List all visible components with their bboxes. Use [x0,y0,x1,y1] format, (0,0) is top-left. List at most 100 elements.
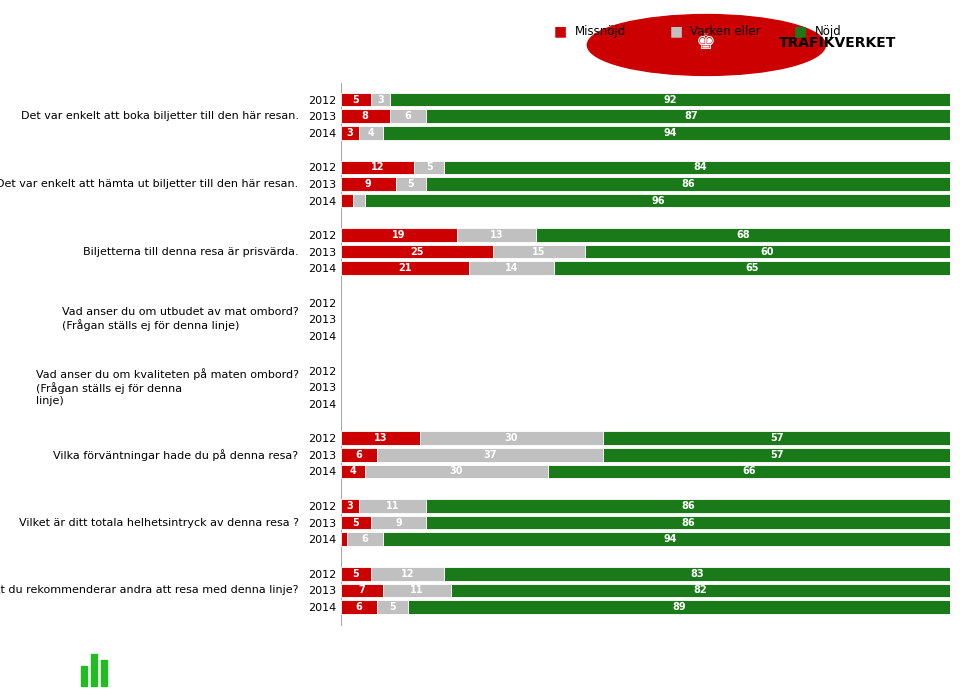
Text: 68: 68 [736,230,750,240]
Bar [585,245,950,259]
Text: 4: 4 [368,128,374,138]
Text: 86: 86 [682,501,695,511]
Bar [341,600,377,614]
Bar [414,161,444,174]
Bar [390,93,950,107]
Bar [341,177,396,191]
Text: 30: 30 [505,433,518,444]
Bar [426,177,950,191]
Bar [341,432,420,445]
Bar [603,448,950,462]
Text: 5: 5 [389,602,396,612]
Text: 4: 4 [349,466,356,477]
Bar [493,245,585,259]
Bar [383,126,956,140]
Text: Vilket är ditt totala helhetsintryck av denna resa ?: Vilket är ditt totala helhetsintryck av … [18,518,299,527]
Text: 21: 21 [398,263,412,273]
Text: 15: 15 [532,246,545,257]
Text: Vad anser du om kvaliteten på maten ombord?
(Frågan ställs ej för denna
linje): Vad anser du om kvaliteten på maten ombo… [36,368,299,406]
Text: Hur troligt är det att du rekommenderar andra att resa med denna linje?: Hur troligt är det att du rekommenderar … [0,585,299,595]
Text: 6: 6 [356,450,363,460]
Text: 82: 82 [694,585,708,595]
Text: 5: 5 [352,569,359,579]
Text: 94: 94 [663,534,677,544]
Bar [383,532,956,546]
Bar [341,464,365,478]
Text: 57: 57 [770,450,783,460]
Text: 13: 13 [490,230,503,240]
Text: ■: ■ [554,24,567,39]
Bar [341,532,347,546]
Bar [554,262,950,275]
Bar [383,583,450,597]
Bar [426,499,950,513]
Bar [341,516,372,529]
Text: ■: ■ [669,24,683,39]
Text: 66: 66 [742,466,756,477]
Bar [372,567,444,581]
Bar [426,516,950,529]
Text: 12: 12 [371,163,384,172]
Bar [408,600,950,614]
Bar [341,583,383,597]
Text: 65: 65 [746,263,759,273]
Bar [468,262,554,275]
Bar [390,109,426,123]
Bar [377,448,603,462]
Bar [341,499,359,513]
Bar [81,666,87,686]
Bar [426,109,956,123]
Text: 87: 87 [684,111,698,121]
Text: 37: 37 [484,450,497,460]
Text: 86: 86 [682,179,695,189]
Text: Linköping - Kalmar: Linköping - Kalmar [632,653,808,672]
Text: Det var enkelt att hämta ut biljetter till den här resan.: Det var enkelt att hämta ut biljetter ti… [0,179,299,189]
Text: 3: 3 [377,95,384,104]
Bar [341,567,372,581]
Text: 30: 30 [450,466,464,477]
Text: 19: 19 [392,230,405,240]
Text: MIND: MIND [31,650,64,661]
Text: 8: 8 [362,111,369,121]
Bar [444,161,956,174]
Bar [444,567,950,581]
Text: 12: 12 [401,569,415,579]
Bar [341,448,377,462]
Bar [536,228,950,242]
Bar [372,93,390,107]
Bar [603,432,950,445]
Text: 60: 60 [760,246,775,257]
Bar [341,161,414,174]
Text: 14: 14 [505,263,518,273]
Text: 83: 83 [690,569,705,579]
Bar [101,659,108,686]
Text: 86: 86 [682,518,695,527]
Bar [347,532,383,546]
Text: 5: 5 [352,518,359,527]
Text: 6: 6 [404,111,411,121]
Bar [365,194,950,208]
Text: 6: 6 [362,534,369,544]
Bar [353,194,365,208]
Bar [341,194,353,208]
Bar [372,516,426,529]
Text: 89: 89 [672,602,686,612]
Text: 3: 3 [347,501,353,511]
Text: 5: 5 [426,163,433,172]
Text: 5: 5 [408,179,415,189]
Circle shape [588,15,826,75]
Text: 9: 9 [396,518,402,527]
Bar [341,93,372,107]
Text: Det var enkelt att boka biljetter till den här resan.: Det var enkelt att boka biljetter till d… [20,111,299,121]
Text: 57: 57 [770,433,783,444]
Bar [365,464,548,478]
Bar [548,464,950,478]
Text: Biljetterna till denna resa är prisvärda.: Biljetterna till denna resa är prisvärda… [83,246,299,257]
Bar [341,262,468,275]
Text: 3: 3 [347,128,353,138]
Bar [377,600,408,614]
Text: Missnöjd: Missnöjd [575,25,627,38]
Text: Nöjd: Nöjd [815,25,842,38]
Bar [457,228,536,242]
Text: 11: 11 [386,501,399,511]
